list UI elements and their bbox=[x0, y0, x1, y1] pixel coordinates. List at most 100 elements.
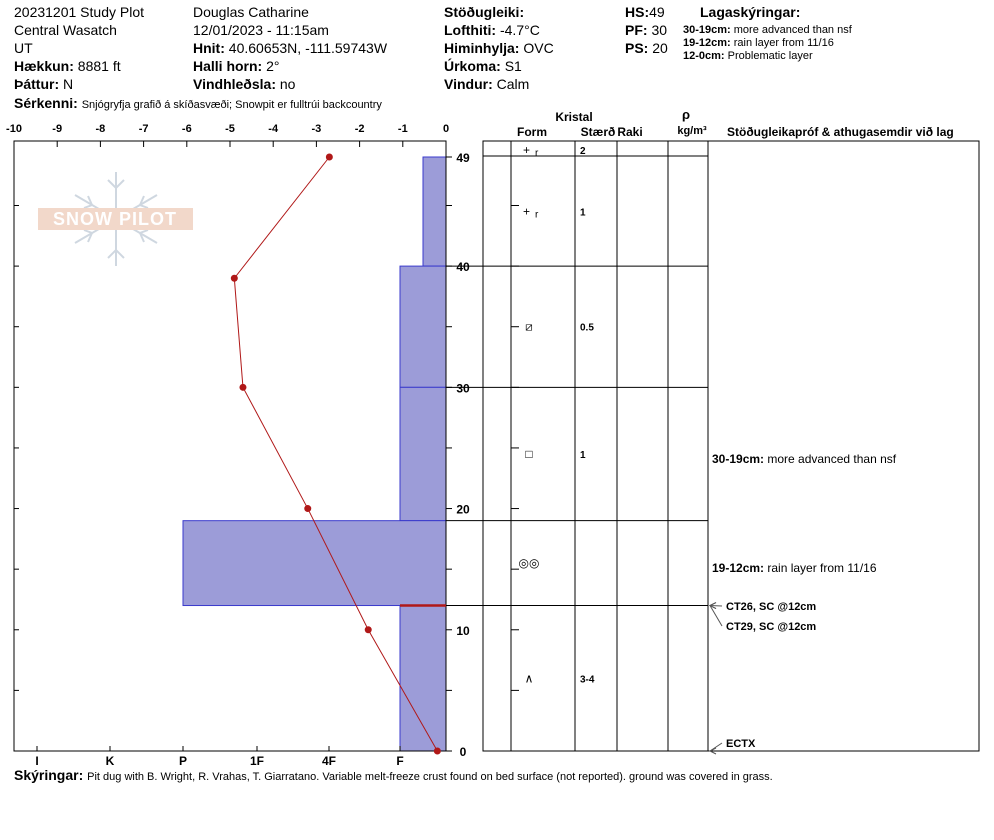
tests-header: Stöðugleikapróf & athugasemdir við lag bbox=[727, 125, 954, 139]
temperature-point bbox=[364, 626, 372, 634]
sky-cover-label: Himinhylja: bbox=[444, 40, 520, 56]
form-header: Form bbox=[517, 125, 547, 139]
footer-label: Skýringar: bbox=[14, 767, 84, 783]
coordinates: Hnit: 40.60653N, -111.59743W bbox=[193, 40, 387, 56]
precipitation: Úrkoma: S1 bbox=[444, 58, 522, 74]
penetration: PS: 20 bbox=[625, 40, 668, 56]
temp-tick-label: -2 bbox=[355, 123, 365, 135]
size-header: Stærð bbox=[581, 125, 616, 139]
logo-banner bbox=[38, 208, 193, 230]
grain-form-icon: ◎◎ bbox=[519, 556, 540, 570]
range-name: Central Wasatch bbox=[14, 22, 117, 38]
stability-test: ECTX bbox=[726, 738, 756, 750]
footer-notes: Skýringar: Pit dug with B. Wright, R. Vr… bbox=[14, 767, 773, 784]
stability-test: CT26, SC @12cm bbox=[726, 601, 816, 613]
hardness-tick-label: I bbox=[35, 754, 38, 768]
pit-floor-value: 30 bbox=[651, 22, 668, 38]
layer-note-text: more advanced than nsf bbox=[733, 24, 852, 36]
layer-table-frame bbox=[482, 140, 980, 752]
depth-tick-label: 20 bbox=[456, 503, 470, 517]
slope-angle-value: 2° bbox=[266, 58, 280, 74]
depth-tick-label: 0 bbox=[460, 745, 467, 759]
pit-floor: PF: 30 bbox=[625, 22, 667, 38]
wind-label: Vindur: bbox=[444, 76, 493, 92]
depth-tick-label: 30 bbox=[456, 381, 470, 395]
temperature-point bbox=[325, 153, 333, 161]
stability-test: CT29, SC @12cm bbox=[726, 621, 816, 633]
aspect-value: N bbox=[63, 76, 74, 92]
moisture-header: Raki bbox=[617, 125, 642, 139]
layer-note: 30-19cm: more advanced than nsf bbox=[683, 24, 852, 37]
hardness-tick-label: K bbox=[106, 754, 115, 768]
test-pointer-line bbox=[709, 605, 723, 627]
slope-angle: Halli horn: 2° bbox=[193, 58, 280, 74]
layer-comment: 30-19cm: more advanced than nsf bbox=[712, 452, 897, 466]
coordinates-label: Hnit: bbox=[193, 40, 225, 56]
temperature-point bbox=[239, 383, 247, 391]
sky-cover: Himinhylja: OVC bbox=[444, 40, 554, 56]
penetration-value: 20 bbox=[652, 40, 668, 56]
test-pointer-arrow bbox=[708, 747, 717, 755]
temperature-point bbox=[433, 747, 441, 755]
temp-tick-label: -3 bbox=[312, 123, 322, 135]
observer-name: Douglas Catharine bbox=[193, 4, 309, 20]
precipitation-value: S1 bbox=[504, 58, 522, 74]
air-temperature: Lofthiti: -4.7°C bbox=[444, 22, 540, 38]
temp-tick-label: 0 bbox=[443, 123, 449, 135]
layer-notes-title: Lagaskýringar: bbox=[700, 4, 801, 20]
hardness-bar bbox=[399, 386, 447, 522]
snow-height: HS:49 bbox=[625, 4, 665, 20]
density-symbol: ρ bbox=[682, 107, 690, 122]
layer-note-text: rain layer from 11/16 bbox=[733, 37, 834, 49]
snowpilot-logo: SNOW PILOT bbox=[38, 172, 193, 266]
temperature-point bbox=[304, 505, 312, 513]
temperature-plot-frame bbox=[13, 140, 447, 752]
temp-tick-label: -5 bbox=[225, 123, 235, 135]
temp-tick-label: -6 bbox=[182, 123, 192, 135]
site-name: 20231201 Study Plot bbox=[14, 4, 144, 20]
layer-note: 12-0cm: Problematic layer bbox=[683, 50, 813, 63]
slope-angle-label: Halli horn: bbox=[193, 58, 263, 74]
site-notes: Sérkenni: Snjógryfja grafið á skíðasvæði… bbox=[14, 95, 382, 112]
observation-datetime: 12/01/2023 - 11:15am bbox=[193, 22, 329, 38]
layer-note-range: 19-12cm: bbox=[683, 37, 731, 49]
grain-form-subscript: r bbox=[535, 210, 539, 221]
hardness-bar bbox=[399, 265, 447, 388]
coordinates-value: 40.60653N, -111.59743W bbox=[228, 40, 388, 56]
temp-tick-label: -1 bbox=[398, 123, 408, 135]
logo-text: SNOW PILOT bbox=[53, 209, 177, 229]
temp-tick-label: -4 bbox=[268, 123, 279, 135]
elevation-label: Hækkun: bbox=[14, 58, 74, 74]
hardness-tick-label: P bbox=[179, 754, 187, 768]
aspect: Þáttur: N bbox=[14, 76, 73, 92]
grain-form-icon: □ bbox=[525, 447, 532, 461]
footer-text: Pit dug with B. Wright, R. Vrahas, T. Gi… bbox=[87, 771, 773, 783]
grain-size: 2 bbox=[580, 146, 586, 157]
temp-tick-label: -7 bbox=[139, 123, 149, 135]
layer-note: 19-12cm: rain layer from 11/16 bbox=[683, 37, 834, 50]
grain-size: 3-4 bbox=[580, 674, 595, 685]
wind-value: Calm bbox=[496, 76, 530, 92]
aspect-label: Þáttur: bbox=[14, 76, 60, 92]
grain-form-subscript: r bbox=[535, 148, 539, 159]
layer-note-range: 12-0cm: bbox=[683, 50, 725, 62]
grain-form-icon: + bbox=[523, 143, 530, 157]
layer-comment-range: 30-19cm: bbox=[712, 452, 764, 466]
depth-tick-label: 49 bbox=[456, 151, 470, 165]
wind: Vindur: Calm bbox=[444, 76, 529, 92]
hardness-tick-label: 1F bbox=[250, 754, 264, 768]
grain-size: 1 bbox=[580, 450, 586, 461]
stability-label: Stöðugleiki: bbox=[444, 4, 525, 20]
temp-tick-label: -10 bbox=[6, 123, 22, 135]
hardness-bar bbox=[399, 605, 447, 752]
wind-loading: Vindhleðsla: no bbox=[193, 76, 295, 92]
layer-comment-text: rain layer from 11/16 bbox=[764, 561, 877, 575]
hardness-tick-label: 4F bbox=[322, 754, 336, 768]
depth-tick-label: 10 bbox=[456, 624, 470, 638]
sky-cover-value: OVC bbox=[523, 40, 554, 56]
grain-form-icon: ⧄ bbox=[525, 320, 533, 334]
air-temperature-label: Lofthiti: bbox=[444, 22, 497, 38]
elevation-value: 8881 ft bbox=[77, 58, 121, 74]
crystal-header: Kristal bbox=[555, 110, 592, 124]
pit-floor-label: PF: bbox=[625, 22, 648, 38]
